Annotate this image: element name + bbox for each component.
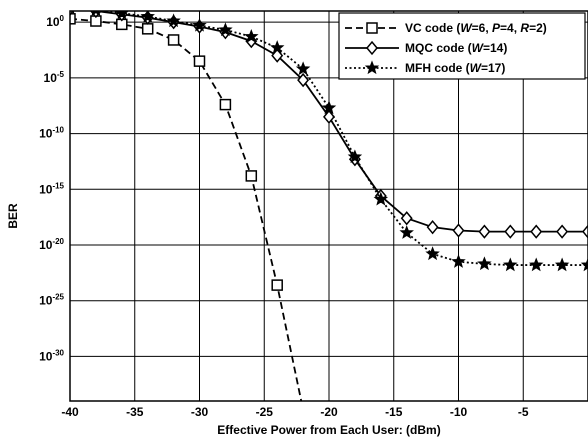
x-tick-label: -5: [518, 405, 529, 419]
y-tick-base: 10: [46, 15, 60, 29]
data-point: [452, 223, 465, 238]
legend: VC code (W=6, P=4, R=2)MQC code (W=14)MF…: [338, 12, 586, 80]
x-tick-label: -20: [320, 405, 338, 419]
y-tick-exponent: -10: [52, 126, 64, 135]
data-point: [141, 23, 154, 35]
legend-text-part: MQC code (: [405, 41, 472, 55]
series-line: [97, 11, 588, 266]
x-axis-label: Effective Power from Each User: (dBm): [217, 423, 440, 437]
series-0: [70, 13, 303, 401]
data-point: [70, 13, 76, 25]
legend-text-part: =6,: [472, 21, 492, 35]
y-tick-exponent: -15: [52, 181, 64, 190]
data-point: [426, 219, 439, 235]
data-point: [478, 224, 491, 239]
data-point: [582, 224, 588, 239]
data-point: [321, 100, 337, 115]
data-point: [580, 257, 588, 272]
data-point: [193, 55, 206, 67]
data-point: [400, 211, 413, 226]
data-point: [271, 279, 283, 291]
legend-marker: [366, 40, 378, 56]
data-point: [425, 246, 440, 261]
data-point: [530, 224, 543, 239]
data-point: [503, 257, 518, 272]
data-point: [167, 34, 180, 46]
legend-text-part: W: [460, 21, 473, 35]
y-tick-base: 10: [39, 238, 53, 252]
x-tick-label: -35: [126, 405, 144, 419]
y-tick-exponent: -20: [52, 237, 64, 246]
y-tick-label: 10-5: [44, 70, 65, 85]
y-tick-exponent: -25: [52, 293, 64, 302]
data-point: [218, 22, 233, 37]
data-point: [528, 257, 544, 272]
legend-text-part: R: [520, 21, 529, 35]
y-axis-label: BER: [6, 203, 20, 229]
y-tick-exponent: 0: [60, 14, 65, 23]
data-point: [166, 13, 181, 28]
legend-text-part: P: [492, 21, 501, 35]
y-tick-base: 10: [39, 182, 53, 196]
data-point: [192, 17, 207, 32]
legend-text-part: =17): [481, 61, 505, 75]
y-tick-exponent: -5: [57, 70, 65, 79]
legend-text-part: =2): [529, 21, 547, 35]
legend-entry-label: VC code (W=6, P=4, R=2): [405, 21, 547, 35]
x-tick-label: -25: [256, 405, 274, 419]
data-point: [451, 254, 466, 268]
legend-text-part: W: [472, 41, 485, 55]
legend-marker: [366, 22, 378, 34]
legend-text-part: MFH code (: [405, 61, 470, 75]
data-point: [244, 29, 259, 43]
x-tick-label: -40: [61, 405, 79, 419]
data-point: [245, 170, 258, 182]
data-point: [504, 224, 517, 239]
legend-text-part: W: [470, 61, 483, 75]
data-point: [399, 225, 414, 239]
legend-entry-label: MQC code (W=14): [405, 41, 507, 55]
data-point: [271, 48, 284, 63]
data-point: [297, 72, 310, 88]
y-tick-base: 10: [39, 294, 53, 308]
y-tick-label: 10-30: [39, 348, 64, 363]
y-tick-exponent: -30: [52, 348, 64, 357]
legend-box: [338, 12, 586, 80]
data-point: [269, 40, 285, 54]
legend-marker: [364, 60, 380, 75]
y-tick-label: 10-10: [39, 126, 64, 141]
y-tick-label: 10-15: [39, 181, 64, 196]
legend-entry-label: MFH code (W=17): [405, 61, 505, 75]
data-point: [295, 61, 311, 76]
data-point: [477, 256, 492, 271]
data-point: [91, 11, 101, 17]
data-point: [323, 109, 335, 125]
y-tick-base: 10: [44, 71, 58, 85]
data-point: [219, 98, 232, 111]
x-tick-labels: -40 -35 -30 -25 -20 -15 -10 -5: [61, 405, 529, 419]
plot-frame: [69, 10, 588, 402]
x-tick-label: -15: [385, 405, 403, 419]
y-tick-label: 100: [46, 14, 64, 29]
x-tick-label: -10: [450, 405, 468, 419]
series-line: [70, 17, 303, 401]
data-point: [140, 11, 155, 23]
data-point: [347, 149, 363, 164]
y-tick-base: 10: [39, 127, 53, 141]
y-tick-label: 10-20: [39, 237, 64, 252]
y-tick-label: 10-25: [39, 293, 64, 308]
legend-text-part: =14): [483, 41, 507, 55]
y-tick-base: 10: [39, 349, 53, 363]
x-tick-label: -30: [191, 405, 209, 419]
legend-text-part: =4,: [500, 21, 520, 35]
legend-text-part: VC code (: [405, 21, 460, 35]
data-point: [554, 257, 570, 272]
data-point: [556, 224, 569, 239]
data-point: [373, 191, 389, 206]
